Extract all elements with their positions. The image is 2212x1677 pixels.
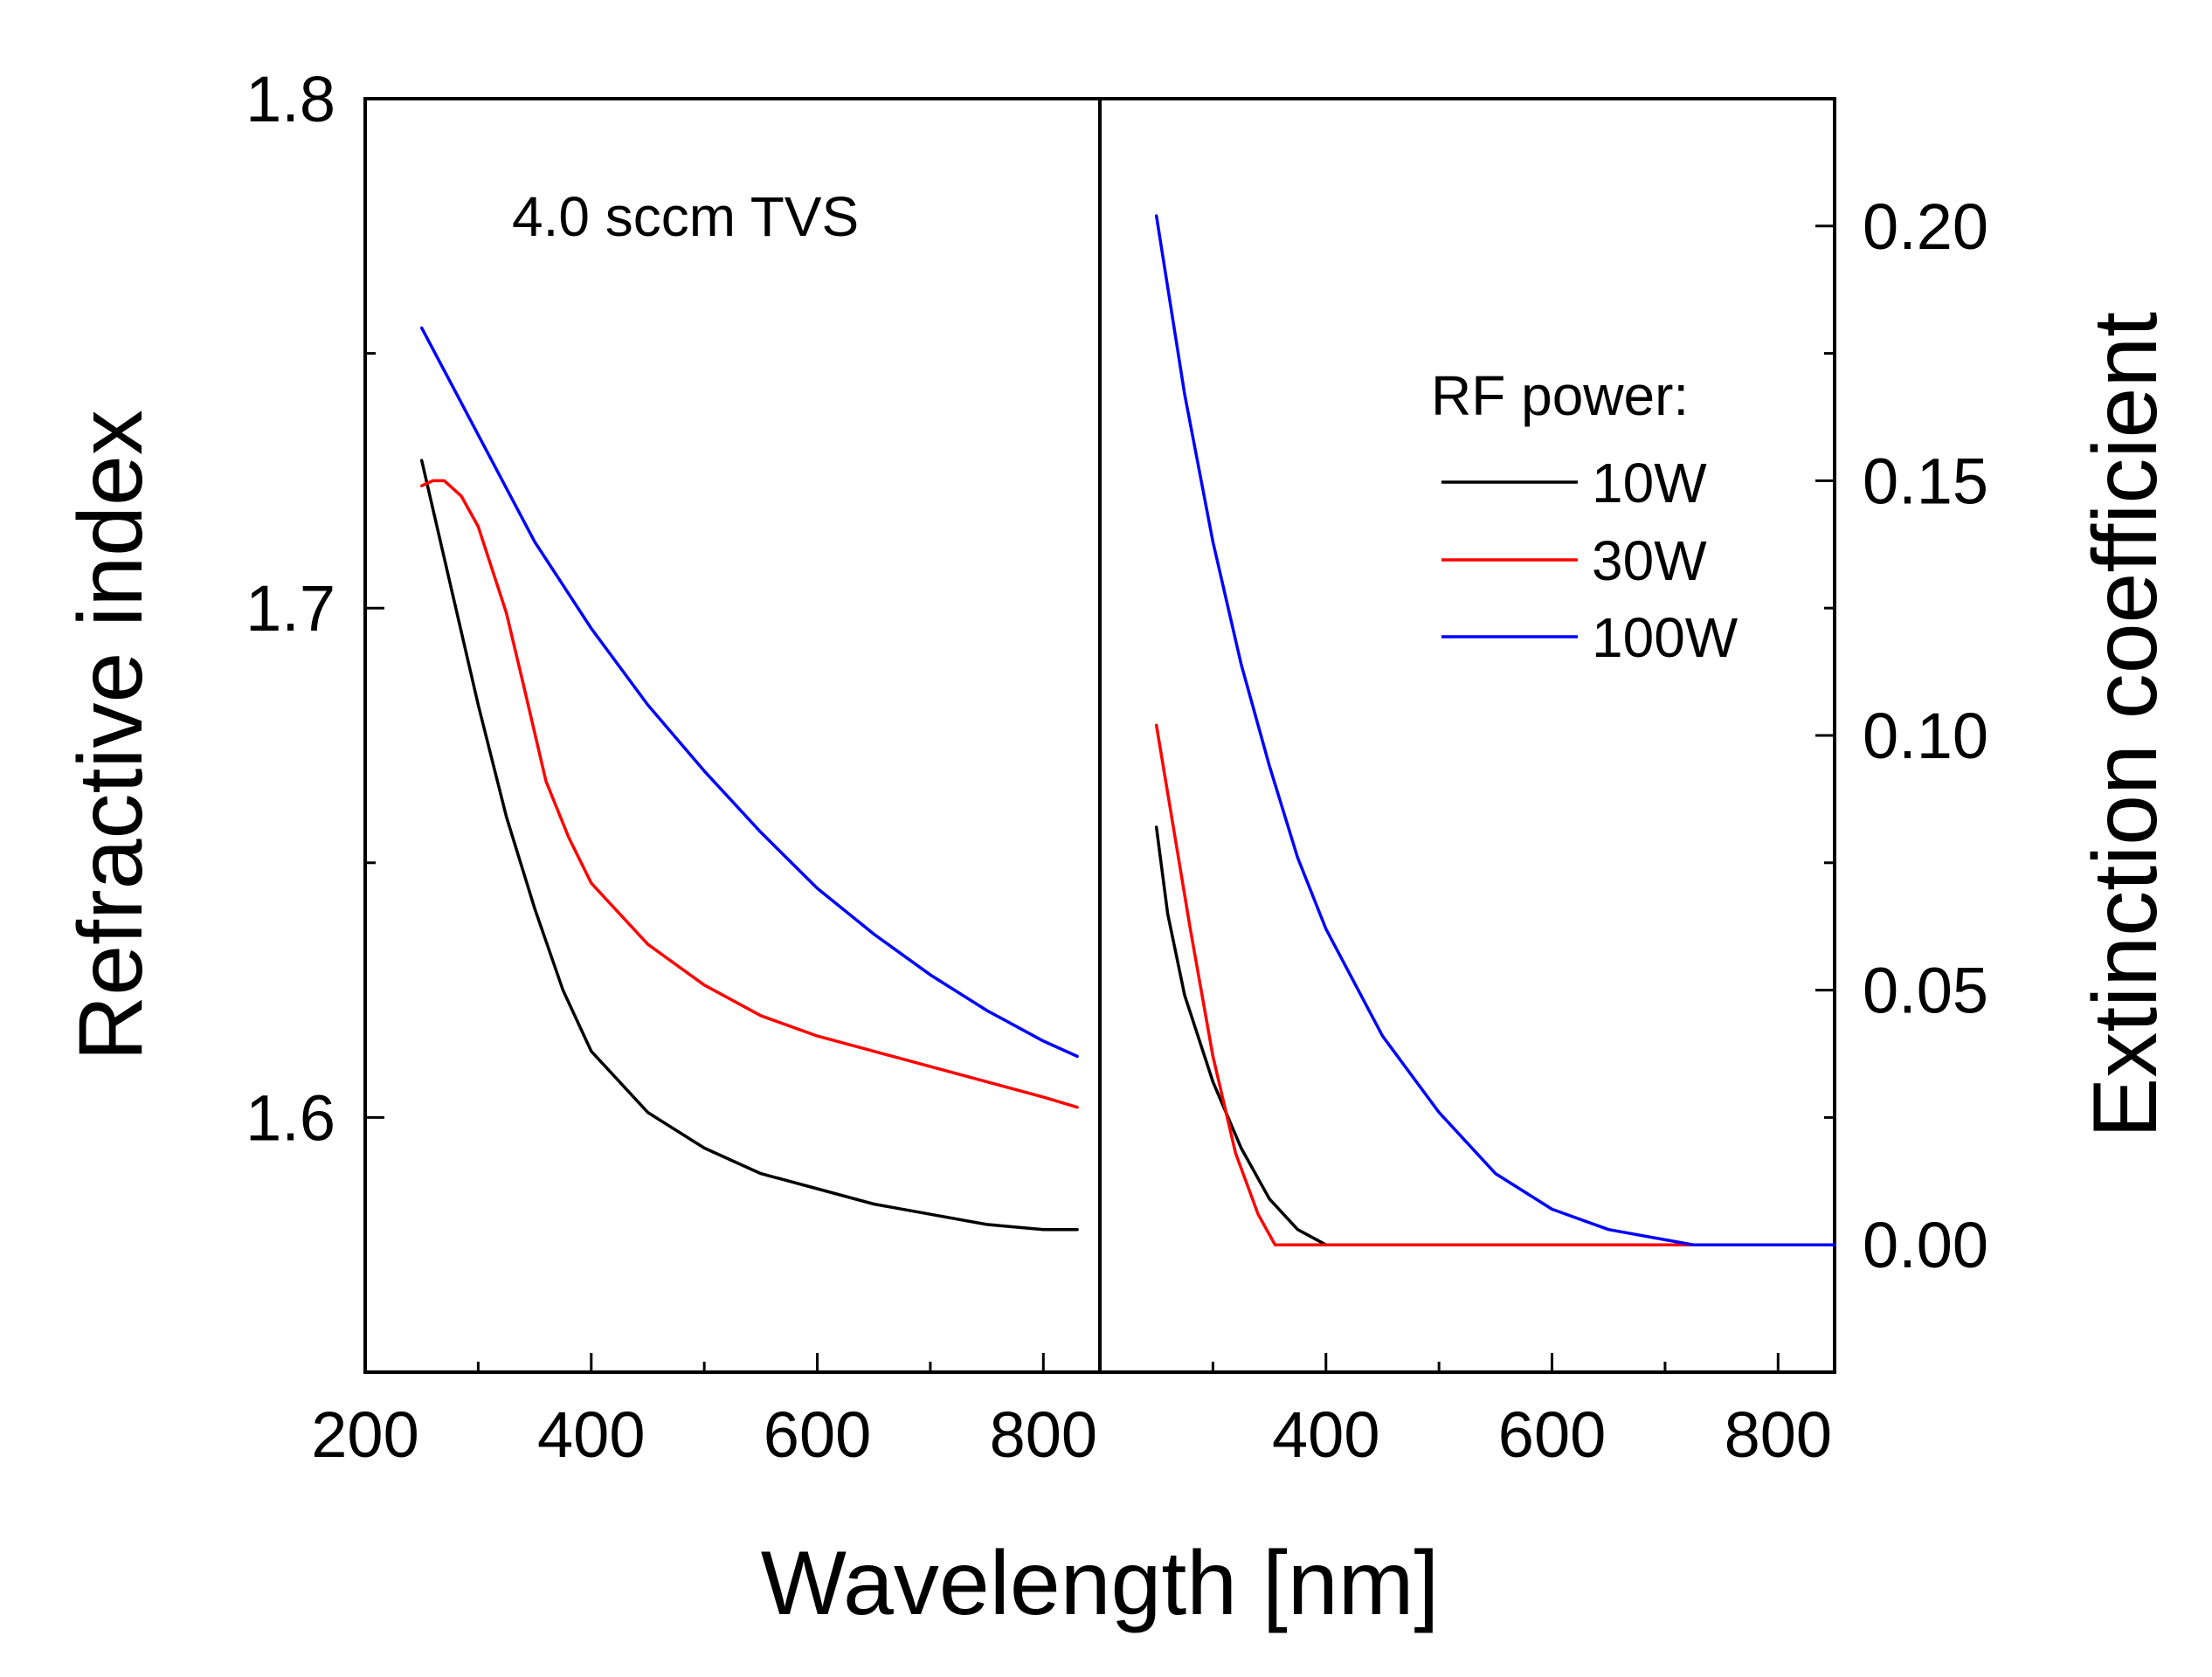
x-tick-label-extinction-800: 800 — [1725, 1398, 1832, 1471]
series-refractive-10W — [419, 459, 1079, 1232]
legend-label-100w: 100W — [1592, 606, 1738, 669]
y-tick-label-extinction-0.05: 0.05 — [1863, 955, 1988, 1027]
legend: RF power: 10W 30W 100W — [1431, 364, 1738, 669]
x-tick-label-refractive-400: 400 — [537, 1398, 645, 1471]
legend-label-10w: 10W — [1592, 452, 1707, 514]
y-tick-label-refractive-1.6: 1.6 — [245, 1081, 335, 1154]
y-tick-label-extinction-0.15: 0.15 — [1863, 445, 1988, 517]
x-tick-label-refractive-200: 200 — [311, 1398, 418, 1471]
series-extinction-10W — [1154, 825, 1836, 1246]
x-tick-label-extinction-600: 600 — [1498, 1398, 1606, 1471]
right-panel-frame — [1098, 97, 1836, 1374]
y-axis-label-right: Extinction coefficient — [2075, 312, 2176, 1138]
y-axis-label-left: Refractive index — [60, 410, 162, 1061]
y-tick-label-refractive-1.7: 1.7 — [245, 572, 335, 645]
x-tick-label-refractive-600: 600 — [764, 1398, 871, 1471]
axis-tick-labels: 200 400 600 800 1.6 1.7 1.8 400 600 800 0.00 0.05 0.… — [245, 63, 1988, 1471]
x-tick-label-extinction-400: 400 — [1272, 1398, 1379, 1471]
x-axis-label: Wavelength [nm] — [761, 1533, 1440, 1634]
extinction-series — [1154, 214, 1836, 1246]
series-refractive-30W — [419, 479, 1079, 1109]
refractive-index-series — [419, 326, 1079, 1232]
y-tick-label-extinction-0.00: 0.00 — [1863, 1209, 1988, 1281]
series-extinction-100W — [1154, 214, 1836, 1246]
y-tick-label-extinction-0.10: 0.10 — [1863, 700, 1988, 772]
series-refractive-100W — [419, 326, 1079, 1059]
left-panel-frame — [363, 97, 1102, 1374]
series-extinction-30W — [1154, 723, 1836, 1246]
y-tick-label-extinction-0.20: 0.20 — [1863, 190, 1988, 263]
legend-label-30w: 30W — [1592, 529, 1707, 592]
x-tick-label-refractive-800: 800 — [990, 1398, 1097, 1471]
y-tick-label-refractive-1.8: 1.8 — [245, 63, 335, 135]
annotation-text: 4.0 sccm TVS — [512, 185, 859, 248]
legend-title: RF power: — [1431, 364, 1689, 427]
